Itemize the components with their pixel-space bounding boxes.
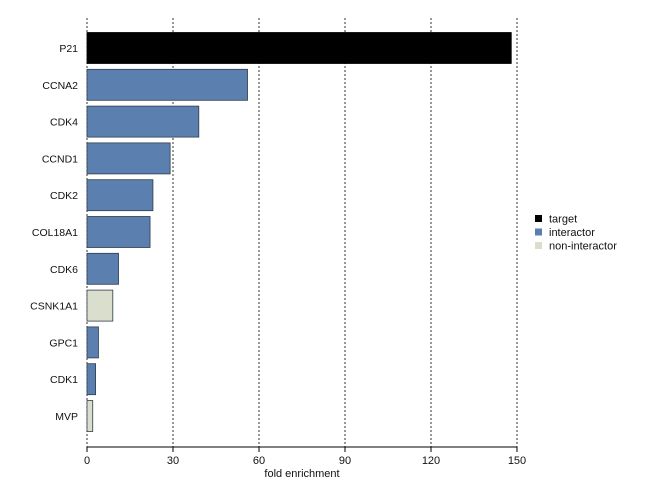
x-tick-label-60: 60 — [253, 455, 265, 467]
x-axis-title: fold enrichment — [264, 468, 339, 480]
x-tick-label-0: 0 — [84, 455, 90, 467]
legend-label-non-interactor: non-interactor — [549, 241, 617, 253]
bar-cdk4 — [86, 105, 200, 138]
bars — [86, 32, 512, 432]
category-label-col18a1: COL18A1 — [32, 227, 78, 239]
bar-col18a1 — [86, 216, 151, 248]
bar-csnk1a1 — [86, 289, 114, 322]
legend-swatch-non-interactor — [535, 242, 542, 249]
x-tick-label-30: 30 — [167, 455, 179, 467]
category-label-p21: P21 — [59, 43, 78, 55]
category-label-cdk2: CDK2 — [50, 190, 78, 202]
bar-cdk1 — [86, 363, 96, 396]
bar-cdk6 — [86, 252, 119, 285]
legend-label-target: target — [549, 214, 577, 226]
legend-swatch-target — [535, 215, 542, 222]
category-label-gpc1: GPC1 — [49, 337, 78, 349]
x-tick-label-150: 150 — [508, 455, 526, 467]
category-label-cdk1: CDK1 — [50, 374, 78, 386]
x-axis: 0 30 60 90 120 150 — [84, 446, 526, 467]
legend-swatch-interactor — [535, 228, 542, 236]
bar-mvp — [86, 400, 94, 432]
category-label-mvp: MVP — [55, 411, 78, 423]
legend-label-interactor: interactor — [549, 227, 595, 239]
category-labels: P21 CCNA2 CDK4 CCND1 CDK2 COL18A1 CDK6 CSNK1A1 G… — [30, 43, 78, 423]
category-label-csnk1a1: CSNK1A1 — [30, 301, 78, 313]
bar-gpc1 — [86, 326, 99, 359]
category-label-cdk4: CDK4 — [50, 117, 78, 129]
category-label-cdk6: CDK6 — [50, 264, 78, 276]
category-label-ccna2: CCNA2 — [42, 80, 78, 92]
x-tick-label-120: 120 — [422, 455, 440, 467]
bar-ccnd1 — [86, 142, 171, 175]
category-label-ccnd1: CCND1 — [42, 153, 78, 165]
bar-ccna2 — [86, 68, 248, 101]
bar-cdk2 — [86, 179, 154, 212]
bar-p21 — [86, 32, 512, 64]
x-tick-label-90: 90 — [339, 455, 351, 467]
